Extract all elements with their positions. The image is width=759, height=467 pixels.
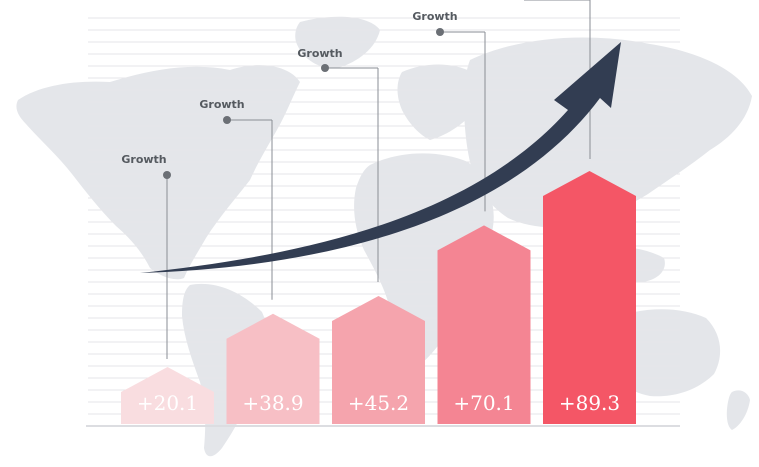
callout-dot — [436, 28, 444, 36]
trend-arrow-body — [140, 42, 621, 273]
callout-label: Growth — [199, 98, 244, 111]
map-north-america — [16, 65, 300, 280]
callout-label: Growth — [297, 47, 342, 60]
bar — [121, 367, 214, 424]
map-asia — [464, 37, 752, 228]
bar-value-label: +20.1 — [137, 391, 198, 415]
bar — [332, 295, 425, 424]
value-labels: +20.1 +38.9 +45.2 +70.1 +89.3 — [137, 391, 620, 415]
bars — [121, 171, 636, 424]
bar-value-label: +45.2 — [348, 391, 409, 415]
growth-callouts: Growth Growth Growth Growth — [121, 0, 591, 360]
callout-dot — [163, 171, 171, 179]
bar-value-label: +38.9 — [242, 391, 303, 415]
bar — [437, 225, 531, 424]
bar-value-label: +70.1 — [453, 391, 514, 415]
bar — [543, 171, 636, 424]
callout-label: Growth — [412, 10, 457, 23]
callout-dot — [223, 116, 231, 124]
bar — [226, 313, 320, 424]
map-south-america — [182, 283, 268, 457]
callout-dot — [321, 64, 329, 72]
trend-arrow — [140, 42, 621, 273]
bar-value-label: +89.3 — [559, 391, 620, 415]
callout-label: Growth — [121, 153, 166, 166]
map-new-zealand — [726, 390, 750, 430]
